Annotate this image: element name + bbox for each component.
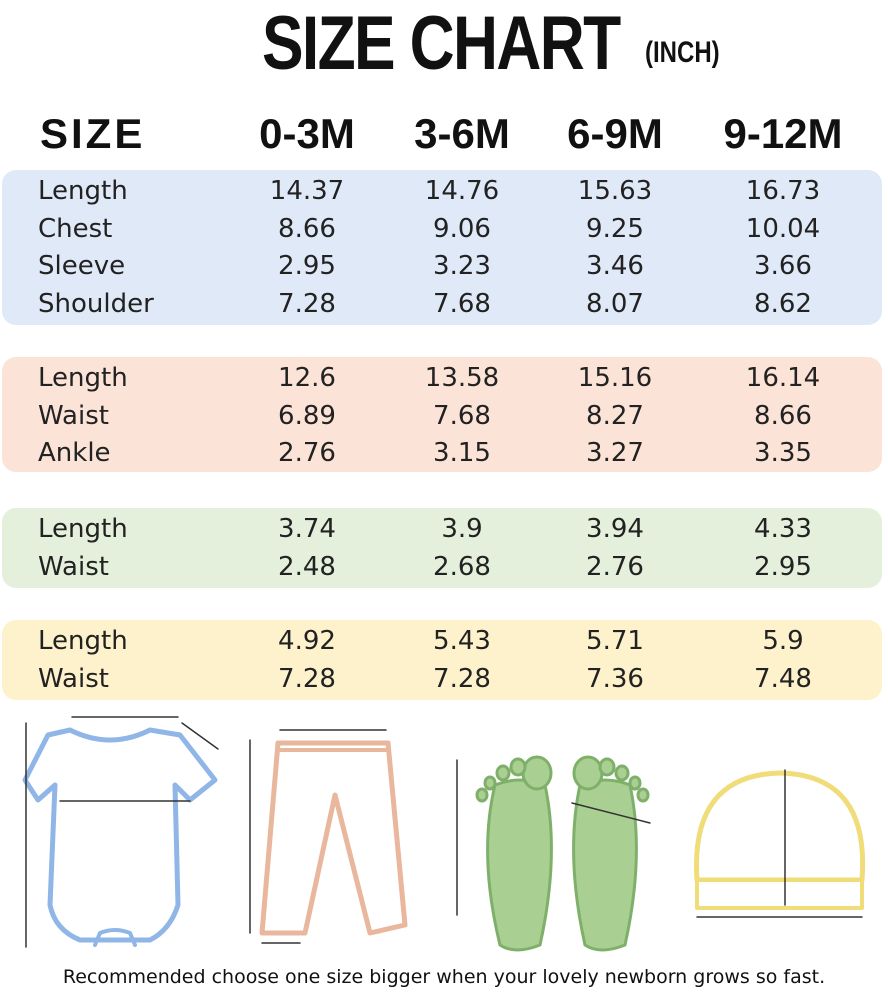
size-value: 2.95 — [754, 551, 812, 582]
size-value: 12.6 — [278, 363, 336, 393]
size-value: 9.06 — [433, 213, 491, 244]
size-value: 7.28 — [433, 663, 491, 694]
row-label: Waist — [38, 551, 109, 582]
group-background — [2, 357, 882, 472]
row-label: Waist — [38, 400, 109, 431]
size-value: 8.07 — [586, 288, 644, 319]
column-header: 0-3M — [259, 110, 355, 157]
size-value: 15.63 — [577, 176, 653, 206]
unit: (INCH) — [645, 36, 720, 69]
row-label: Ankle — [38, 438, 111, 468]
size-value: 8.66 — [754, 400, 812, 431]
size-value: 4.33 — [754, 514, 812, 544]
size-value: 7.68 — [433, 288, 491, 319]
size-value: 8.62 — [754, 288, 812, 319]
size-value: 4.92 — [278, 626, 336, 656]
size-value: 13.58 — [424, 363, 500, 393]
size-value: 5.71 — [586, 626, 644, 656]
size-value: 16.14 — [745, 363, 821, 393]
size-value: 6.89 — [278, 400, 336, 431]
row-label: Waist — [38, 663, 109, 694]
size-value: 3.9 — [441, 514, 483, 544]
size-value: 2.48 — [278, 551, 336, 582]
size-value: 3.74 — [278, 514, 336, 544]
title: SIZE CHART — [262, 1, 621, 86]
size-value: 3.27 — [586, 438, 644, 468]
size-value: 7.28 — [278, 663, 336, 694]
column-header: 3-6M — [414, 110, 510, 157]
size-value: 5.9 — [762, 626, 804, 656]
column-header: 9-12M — [723, 110, 843, 157]
size-value: 3.35 — [754, 438, 812, 468]
row-label: Length — [38, 363, 128, 393]
size-value: 3.66 — [754, 251, 812, 281]
size-value: 14.76 — [424, 176, 500, 206]
column-header: 6-9M — [567, 110, 663, 157]
size-value: 3.46 — [586, 251, 644, 281]
size-value: 2.76 — [586, 551, 644, 582]
row-label: Chest — [38, 213, 113, 244]
row-label: Length — [38, 514, 128, 544]
illustrations — [22, 716, 866, 952]
size-value: 2.68 — [433, 551, 491, 582]
size-value: 2.76 — [278, 438, 336, 468]
column-header: SIZE — [40, 110, 146, 157]
row-label: Length — [38, 626, 128, 656]
size-value: 7.28 — [278, 288, 336, 319]
group-background — [2, 620, 882, 700]
size-value: 7.36 — [586, 663, 644, 694]
size-value: 3.23 — [433, 251, 491, 281]
size-value: 8.66 — [278, 213, 336, 244]
size-value: 7.68 — [433, 400, 491, 431]
group-background — [2, 508, 882, 588]
size-value: 16.73 — [745, 176, 821, 206]
footer-note: Recommended choose one size bigger when … — [62, 966, 826, 988]
size-value: 2.95 — [278, 251, 336, 281]
size-value: 5.43 — [433, 626, 491, 656]
row-label: Shoulder — [38, 288, 154, 319]
size-value: 9.25 — [586, 213, 644, 244]
size-value: 7.48 — [754, 663, 812, 694]
row-label: Length — [38, 176, 128, 206]
size-value: 8.27 — [586, 400, 644, 431]
size-value: 3.15 — [433, 438, 491, 468]
size-value: 3.94 — [586, 514, 644, 544]
size-value: 15.16 — [577, 363, 653, 393]
size-value: 10.04 — [745, 213, 821, 244]
row-label: Sleeve — [38, 251, 126, 281]
size-value: 14.37 — [269, 176, 345, 206]
group-background — [2, 170, 882, 325]
